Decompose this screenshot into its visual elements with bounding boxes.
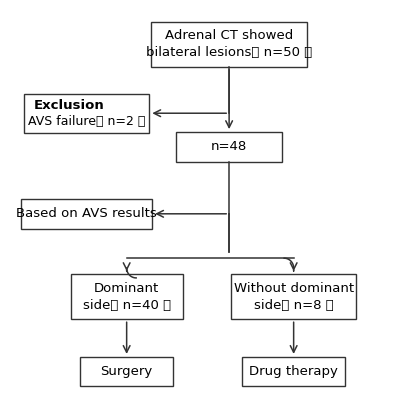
FancyBboxPatch shape bbox=[151, 22, 307, 67]
FancyBboxPatch shape bbox=[243, 357, 345, 386]
Text: Without dominant
side（ n=8 ）: Without dominant side（ n=8 ） bbox=[233, 282, 354, 312]
Text: Exclusion: Exclusion bbox=[34, 99, 104, 112]
Text: Surgery: Surgery bbox=[100, 365, 153, 378]
FancyBboxPatch shape bbox=[24, 94, 149, 133]
Text: Drug therapy: Drug therapy bbox=[249, 365, 338, 378]
Text: n=48: n=48 bbox=[211, 140, 247, 153]
FancyBboxPatch shape bbox=[231, 274, 356, 319]
FancyBboxPatch shape bbox=[71, 274, 183, 319]
Text: AVS failure（ n=2 ）: AVS failure（ n=2 ） bbox=[28, 115, 145, 128]
FancyBboxPatch shape bbox=[80, 357, 173, 386]
FancyBboxPatch shape bbox=[176, 132, 282, 162]
FancyBboxPatch shape bbox=[21, 199, 152, 228]
Text: Based on AVS results: Based on AVS results bbox=[16, 207, 157, 220]
Text: Dominant
side（ n=40 ）: Dominant side（ n=40 ） bbox=[83, 282, 171, 312]
Text: Adrenal CT showed
bilateral lesions（ n=50 ）: Adrenal CT showed bilateral lesions（ n=5… bbox=[146, 29, 312, 59]
